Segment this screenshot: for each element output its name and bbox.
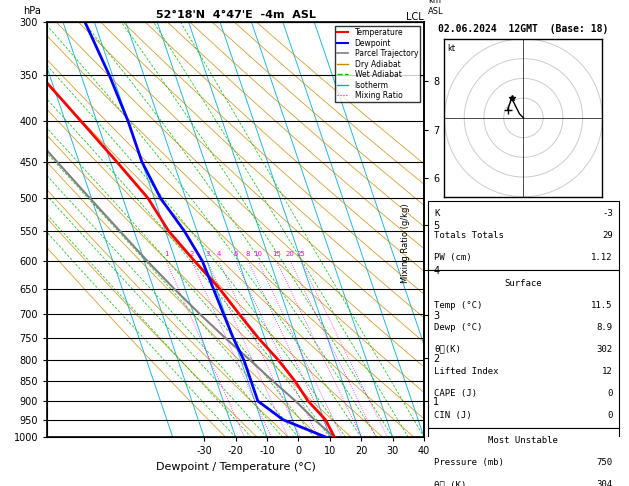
Text: 15: 15 [272, 251, 281, 257]
Legend: Temperature, Dewpoint, Parcel Trajectory, Dry Adiabat, Wet Adiabat, Isotherm, Mi: Temperature, Dewpoint, Parcel Trajectory… [335, 26, 420, 103]
Text: 750: 750 [597, 458, 613, 467]
Text: Most Unstable: Most Unstable [489, 436, 559, 445]
Text: 304: 304 [597, 480, 613, 486]
Text: CAPE (J): CAPE (J) [434, 389, 477, 398]
Bar [428, 201, 619, 270]
Text: km
ASL: km ASL [428, 0, 443, 16]
Text: 12: 12 [602, 366, 613, 376]
Text: CIN (J): CIN (J) [434, 411, 472, 419]
Text: Dewp (°C): Dewp (°C) [434, 323, 482, 331]
Text: 8.9: 8.9 [597, 323, 613, 331]
Text: 02.06.2024  12GMT  (Base: 18): 02.06.2024 12GMT (Base: 18) [438, 24, 609, 35]
Text: kt: kt [448, 44, 456, 52]
Text: -3: -3 [602, 209, 613, 218]
Text: 4: 4 [216, 251, 221, 257]
Text: K: K [434, 209, 440, 218]
Bar [428, 270, 619, 428]
X-axis label: Dewpoint / Temperature (°C): Dewpoint / Temperature (°C) [156, 462, 316, 472]
Text: 20: 20 [286, 251, 294, 257]
Text: θᴀ(K): θᴀ(K) [434, 345, 461, 354]
Text: PW (cm): PW (cm) [434, 253, 472, 262]
Text: Temp (°C): Temp (°C) [434, 300, 482, 310]
Text: 0: 0 [608, 411, 613, 419]
Title: 52°18'N  4°47'E  -4m  ASL: 52°18'N 4°47'E -4m ASL [156, 10, 316, 20]
Text: 6: 6 [233, 251, 238, 257]
Text: 2: 2 [189, 251, 194, 257]
Text: 1.12: 1.12 [591, 253, 613, 262]
Text: 29: 29 [602, 231, 613, 240]
Text: 11.5: 11.5 [591, 300, 613, 310]
Text: 10: 10 [253, 251, 262, 257]
Text: 8: 8 [246, 251, 250, 257]
Text: hPa: hPa [23, 6, 40, 16]
Text: Lifted Index: Lifted Index [434, 366, 499, 376]
Text: 3: 3 [205, 251, 209, 257]
Text: θᴀ (K): θᴀ (K) [434, 480, 466, 486]
Text: Pressure (mb): Pressure (mb) [434, 458, 504, 467]
Text: Mixing Ratio (g/kg): Mixing Ratio (g/kg) [401, 203, 410, 283]
Text: © weatheronline.co.uk: © weatheronline.co.uk [476, 426, 571, 435]
Text: 302: 302 [597, 345, 613, 354]
Text: LCL: LCL [406, 12, 424, 22]
Text: 25: 25 [296, 251, 305, 257]
Bar [428, 428, 619, 486]
Text: 1: 1 [164, 251, 169, 257]
Text: 0: 0 [608, 389, 613, 398]
Text: Surface: Surface [504, 278, 542, 288]
Text: Totals Totals: Totals Totals [434, 231, 504, 240]
